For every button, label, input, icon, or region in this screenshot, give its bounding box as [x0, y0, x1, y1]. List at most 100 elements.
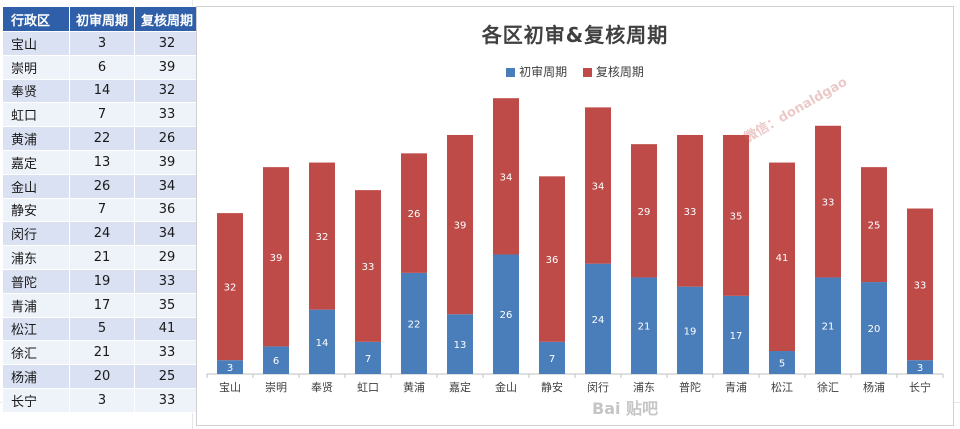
legend-swatch-initial	[506, 68, 516, 77]
bar-initial[interactable]	[631, 277, 657, 374]
cell-initial[interactable]: 20	[69, 364, 135, 389]
data-label-initial: 26	[500, 310, 513, 321]
cell-review[interactable]: 29	[134, 245, 200, 270]
cell-initial[interactable]: 22	[69, 126, 135, 151]
cell-review[interactable]: 26	[134, 126, 200, 151]
cell-district[interactable]: 金山	[2, 173, 70, 199]
cell-district[interactable]: 虹口	[2, 102, 70, 128]
bar-initial[interactable]	[355, 341, 381, 374]
bar-review[interactable]	[355, 190, 381, 342]
cell-district[interactable]: 奉贤	[2, 78, 70, 104]
cell-review[interactable]: 34	[134, 173, 200, 199]
bar-review[interactable]	[401, 153, 427, 273]
cell-district[interactable]: 闵行	[2, 221, 70, 247]
data-label-review: 36	[546, 255, 559, 266]
bar-initial[interactable]	[539, 341, 565, 374]
cell-district[interactable]: 徐汇	[2, 340, 70, 366]
bar-review[interactable]	[263, 167, 289, 347]
cell-initial[interactable]: 21	[69, 340, 135, 366]
cell-district[interactable]: 松江	[2, 316, 70, 342]
bar-review[interactable]	[769, 162, 795, 352]
bar-review[interactable]	[723, 134, 749, 296]
x-tick-label: 静安	[541, 380, 563, 394]
column-header-initial[interactable]: 初审周期	[69, 6, 135, 32]
bar-initial[interactable]	[907, 360, 933, 374]
cell-district[interactable]: 长宁	[2, 387, 70, 413]
cell-district[interactable]: 嘉定	[2, 149, 70, 175]
cell-district[interactable]: 普陀	[2, 268, 70, 294]
cell-district[interactable]: 宝山	[2, 31, 70, 56]
cell-initial[interactable]: 3	[69, 387, 135, 413]
bar-initial[interactable]	[401, 272, 427, 374]
column-header-district[interactable]: 行政区	[2, 6, 70, 32]
bar-review[interactable]	[585, 107, 611, 264]
bar-initial[interactable]	[861, 282, 887, 374]
cell-initial[interactable]: 26	[69, 173, 135, 199]
bar-initial[interactable]	[447, 314, 473, 374]
cell-review[interactable]: 34	[134, 221, 200, 247]
cell-initial[interactable]: 3	[69, 31, 135, 56]
cell-review[interactable]: 35	[134, 292, 200, 318]
bar-initial[interactable]	[493, 254, 519, 374]
bar-initial[interactable]	[217, 360, 243, 374]
cell-initial[interactable]: 13	[69, 149, 135, 175]
data-label-initial: 3	[227, 363, 233, 374]
table-row: 普陀 19 33	[2, 268, 200, 294]
cell-review[interactable]: 39	[134, 149, 200, 175]
cell-initial[interactable]: 7	[69, 197, 135, 223]
cell-district[interactable]: 杨浦	[2, 364, 70, 389]
data-label-review: 33	[684, 207, 697, 218]
cell-review[interactable]: 41	[134, 316, 200, 342]
chart-panel[interactable]: 各区初审&复核周期 初审周期 复核周期 3 32 宝山 6 39 崇明 14 32 奉贤 7 33 虹…	[196, 6, 954, 426]
cell-review[interactable]: 33	[134, 102, 200, 128]
cell-review[interactable]: 32	[134, 31, 200, 56]
cell-review[interactable]: 33	[134, 387, 200, 413]
bar-review[interactable]	[447, 134, 473, 315]
legend-label-review: 复核周期	[595, 65, 644, 79]
data-label-initial: 21	[638, 322, 651, 333]
bar-initial[interactable]	[769, 351, 795, 374]
bar-review[interactable]	[539, 176, 565, 342]
bar-review[interactable]	[493, 98, 519, 255]
data-label-initial: 13	[454, 340, 467, 351]
bar-review[interactable]	[217, 213, 243, 361]
cell-district[interactable]: 青浦	[2, 292, 70, 318]
cell-initial[interactable]: 21	[69, 245, 135, 270]
bar-initial[interactable]	[585, 263, 611, 374]
bar-review[interactable]	[677, 134, 703, 287]
bar-review[interactable]	[815, 125, 841, 278]
cell-district[interactable]: 崇明	[2, 54, 70, 80]
cell-initial[interactable]: 14	[69, 78, 135, 104]
cell-review[interactable]: 33	[134, 268, 200, 294]
data-label-initial: 5	[779, 359, 785, 370]
bar-initial[interactable]	[677, 286, 703, 374]
cell-review[interactable]: 36	[134, 197, 200, 223]
cell-district[interactable]: 静安	[2, 197, 70, 223]
bar-review[interactable]	[861, 167, 887, 283]
cell-review[interactable]: 32	[134, 78, 200, 104]
cell-initial[interactable]: 6	[69, 54, 135, 80]
cell-initial[interactable]: 17	[69, 292, 135, 318]
column-header-review[interactable]: 复核周期	[134, 6, 200, 32]
data-label-review: 32	[316, 232, 329, 243]
x-tick-label: 闵行	[587, 380, 609, 394]
cell-district[interactable]: 浦东	[2, 245, 70, 270]
cell-initial[interactable]: 19	[69, 268, 135, 294]
cell-review[interactable]: 25	[134, 364, 200, 389]
district-data-table: 行政区 初审周期 复核周期 宝山 3 32 崇明 6 39 奉贤 14 32 虹口 7 33 黄浦 22 2…	[2, 6, 200, 413]
bar-initial[interactable]	[309, 309, 335, 374]
cell-review[interactable]: 39	[134, 54, 200, 80]
cell-initial[interactable]: 24	[69, 221, 135, 247]
data-label-review: 35	[730, 211, 743, 222]
cell-review[interactable]: 33	[134, 340, 200, 366]
bar-review[interactable]	[309, 162, 335, 310]
bar-initial[interactable]	[723, 295, 749, 374]
bar-review[interactable]	[631, 144, 657, 278]
cell-initial[interactable]: 5	[69, 316, 135, 342]
x-tick-label: 青浦	[725, 381, 747, 394]
cell-initial[interactable]: 7	[69, 102, 135, 128]
bar-initial[interactable]	[815, 277, 841, 374]
bar-initial[interactable]	[263, 346, 289, 374]
bar-review[interactable]	[907, 208, 933, 361]
cell-district[interactable]: 黄浦	[2, 126, 70, 151]
